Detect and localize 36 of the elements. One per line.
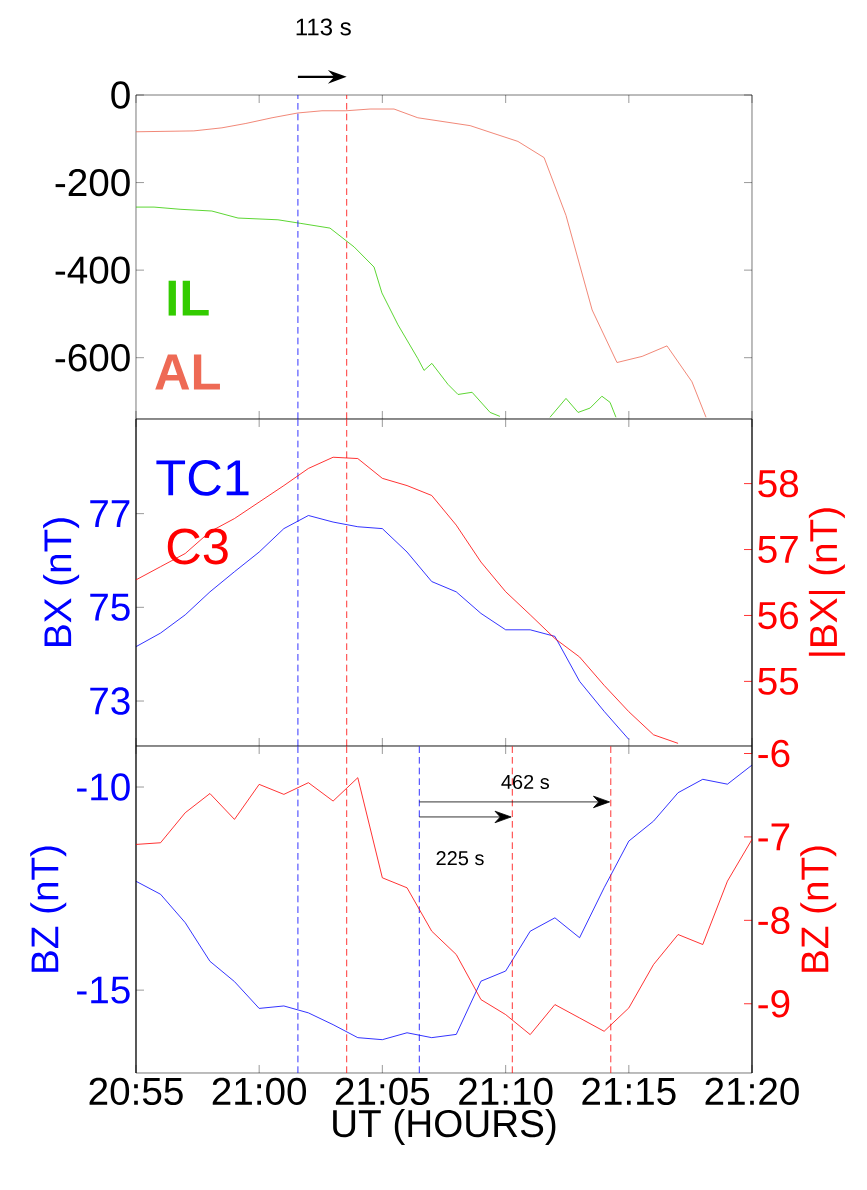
y2-tick-label: -9 — [758, 990, 790, 1018]
y-tick-label: 0 — [111, 81, 130, 109]
y2-tick-label: 57 — [758, 536, 798, 564]
x-tick-label: 20:55 — [89, 1077, 183, 1106]
y2-tick-label: -8 — [758, 906, 790, 935]
y2-tick-label: 55 — [758, 667, 799, 695]
text: AL — [155, 354, 220, 390]
x-tick-label: 21:10 — [459, 1077, 553, 1106]
line-series — [135, 108, 707, 418]
y-axis-title: BX (nT) — [43, 518, 80, 646]
y-tick-label: 73 — [90, 687, 130, 715]
x-tick-label: 21:20 — [705, 1077, 799, 1106]
annotation: 462 s — [501, 774, 550, 790]
y-axis-title: BZ (nT) — [30, 846, 67, 972]
y-tick-label: -10 — [77, 773, 130, 801]
series-label: C3 — [167, 528, 228, 565]
y-tick-label: 75 — [90, 593, 130, 621]
y2-tick-label: -7 — [758, 823, 790, 851]
y-tick-label: -400 — [55, 256, 130, 284]
x-tick-label: 21:05 — [335, 1077, 430, 1106]
y2-axis-title: BZ (nT) — [800, 846, 837, 972]
y-tick-label: -15 — [77, 976, 130, 1004]
y2-axis-title: |BX| (nT) — [808, 508, 846, 656]
y2-tick-label: -6 — [758, 739, 790, 768]
y-tick-label: -200 — [55, 168, 130, 197]
x-axis-title: UT (HOURS) — [333, 1108, 556, 1145]
annotation: 225 s — [436, 851, 484, 866]
y2-tick-label: 58 — [758, 469, 799, 498]
y-tick-label: 77 — [90, 500, 130, 527]
series-label: TC1 — [156, 459, 249, 496]
text: 113 s — [296, 18, 351, 36]
series-label: IL — [168, 280, 209, 316]
x-tick-label: 21:00 — [212, 1077, 307, 1106]
y2-tick-label: 56 — [758, 601, 799, 630]
y-tick-label: -600 — [55, 344, 130, 372]
x-tick-label: 21:15 — [582, 1077, 676, 1106]
